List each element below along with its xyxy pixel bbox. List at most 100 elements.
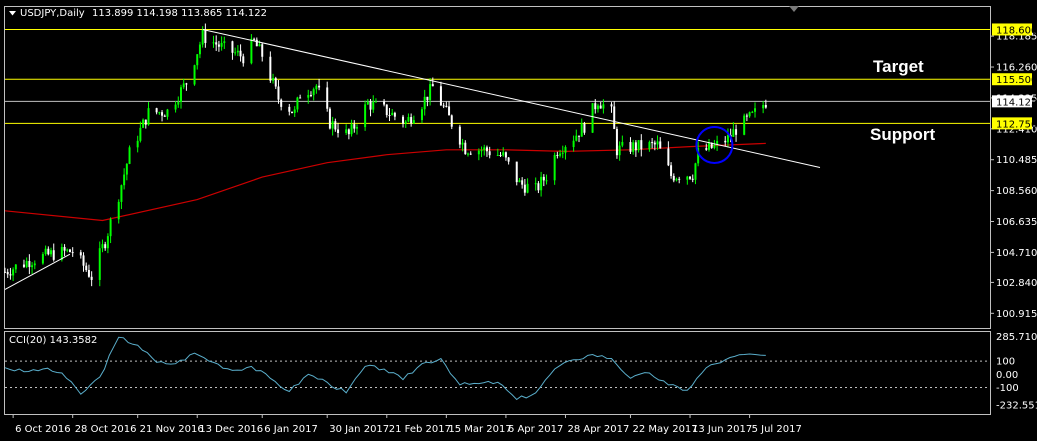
candle-body xyxy=(364,104,367,128)
candle-body xyxy=(488,151,491,156)
candle-body xyxy=(12,269,15,276)
candle-body xyxy=(331,121,334,129)
candle-body xyxy=(177,101,180,105)
candle-body xyxy=(388,115,391,117)
candle-body xyxy=(653,142,656,145)
candle-body xyxy=(442,105,445,107)
candle-body xyxy=(583,123,586,133)
candle-body xyxy=(762,104,765,109)
candle-body xyxy=(155,108,158,113)
main-plot-frame xyxy=(4,6,991,329)
candle-body xyxy=(407,117,410,122)
candle-body xyxy=(269,56,272,81)
x-tick-label: 15 Mar 2017 xyxy=(448,424,511,435)
candle-body xyxy=(50,250,53,255)
candle-body xyxy=(217,44,220,47)
candle-body xyxy=(591,103,594,133)
candle-body xyxy=(326,87,329,109)
candle-body xyxy=(412,120,415,124)
x-tick-label: 13 Jun 2017 xyxy=(692,424,752,435)
candle-body xyxy=(334,121,337,130)
candle-body xyxy=(534,183,537,185)
y-tick-label: 118.185 xyxy=(996,32,1037,43)
candle-body xyxy=(144,119,147,125)
x-tick-label: 5 Jul 2017 xyxy=(752,424,802,435)
candle-body xyxy=(385,104,388,116)
candle-body xyxy=(201,30,204,45)
scroll-shift-marker-icon[interactable] xyxy=(789,6,799,12)
candle-body xyxy=(215,42,218,45)
candle-body xyxy=(502,152,505,156)
candle-body xyxy=(659,141,662,149)
cci-label: CCI(20) 143.3582 xyxy=(9,335,97,346)
candle-body xyxy=(174,104,177,110)
candle-body xyxy=(477,150,480,155)
candle-body xyxy=(764,104,767,108)
candle-body xyxy=(220,42,223,47)
ohlc-values: 113.899 114.198 113.865 114.122 xyxy=(92,8,267,19)
candle-body xyxy=(694,163,697,180)
candle-body xyxy=(670,165,673,176)
candle-body xyxy=(621,142,624,146)
candle-body xyxy=(469,153,472,155)
candle-body xyxy=(120,185,123,202)
candle-body xyxy=(648,142,651,150)
candle-body xyxy=(139,127,142,141)
symbol-label: USDJPY,Daily xyxy=(20,8,85,19)
candle-body xyxy=(564,147,567,153)
candle-body xyxy=(274,78,277,87)
candle-body xyxy=(559,153,562,156)
candle-body xyxy=(212,42,215,44)
menu-triangle-icon[interactable] xyxy=(9,11,16,16)
candle-body xyxy=(68,249,71,253)
candle-body xyxy=(307,95,310,98)
candle-body xyxy=(312,89,315,96)
candle-body xyxy=(540,176,543,191)
candle-body xyxy=(288,106,291,112)
candle-body xyxy=(71,252,74,254)
candle-body xyxy=(402,116,405,124)
candle-body xyxy=(101,244,104,249)
candle-body xyxy=(52,250,55,260)
candle-body xyxy=(366,101,369,105)
level-tag-label: 118.600 xyxy=(996,25,1037,36)
level-tag xyxy=(992,23,1032,36)
candle-body xyxy=(640,140,643,150)
candle-body xyxy=(689,176,692,179)
candle-body xyxy=(261,44,264,57)
candle-body xyxy=(651,142,654,144)
candle-body xyxy=(85,265,88,271)
candle-body xyxy=(751,111,754,113)
current-price-tag xyxy=(992,95,1032,108)
candle-body xyxy=(537,183,540,191)
candle-body xyxy=(448,106,451,116)
candle-body xyxy=(637,140,640,151)
x-tick-label: 13 Dec 2016 xyxy=(199,424,263,435)
target-label: Target xyxy=(873,57,924,76)
candle-body xyxy=(6,271,9,275)
candle-body xyxy=(667,148,670,166)
candle-body xyxy=(710,142,713,148)
candle-body xyxy=(193,65,196,85)
cci-tick-label: -100 xyxy=(996,383,1019,394)
level-tag xyxy=(992,73,1032,86)
candle-body xyxy=(707,142,710,150)
candle-body xyxy=(697,148,700,164)
candle-body xyxy=(439,86,442,106)
candle-body xyxy=(423,96,426,110)
candle-body xyxy=(277,86,280,100)
candle-body xyxy=(632,142,635,152)
candle-body xyxy=(602,104,605,109)
y-tick-label: 102.840 xyxy=(996,278,1037,289)
candle-body xyxy=(705,148,708,150)
candle-body xyxy=(556,154,559,156)
candle-body xyxy=(542,176,545,181)
candle-body xyxy=(515,161,518,183)
cci-tick-label: 0.00 xyxy=(996,370,1018,381)
x-tick-label: 6 Apr 2017 xyxy=(508,424,563,435)
candle-body xyxy=(198,44,201,55)
candle-body xyxy=(480,150,483,152)
candle-body xyxy=(483,147,486,151)
